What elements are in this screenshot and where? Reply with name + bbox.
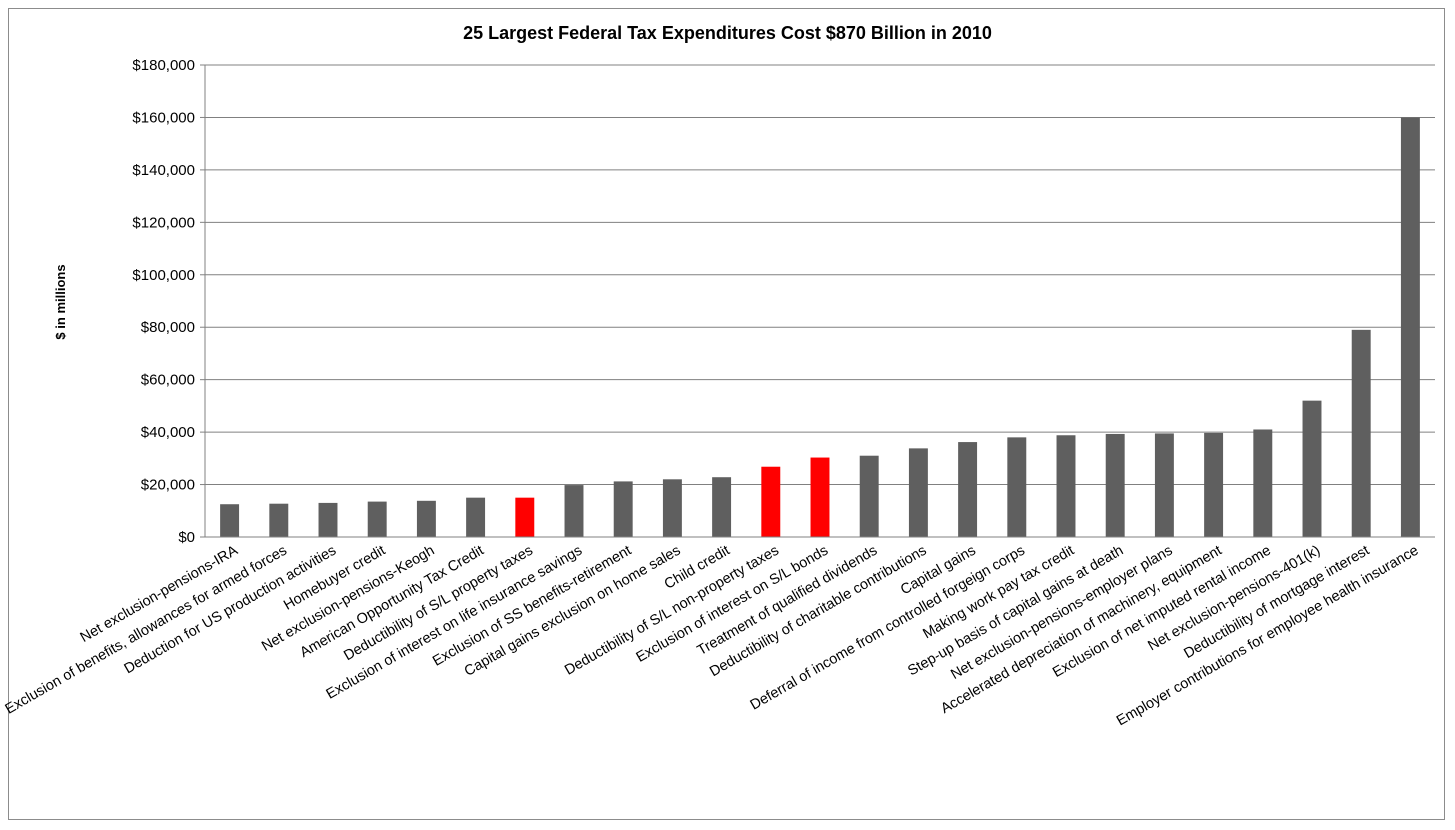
bar [662, 479, 682, 537]
bar [613, 481, 633, 537]
bar [269, 503, 289, 537]
bar [416, 500, 436, 537]
bar [1154, 433, 1174, 537]
bar [1105, 433, 1125, 537]
y-tick-label: $180,000 [132, 57, 195, 74]
bars [220, 117, 1420, 537]
y-tick-label: $80,000 [141, 319, 195, 336]
bar [367, 501, 387, 537]
y-tick-label: $60,000 [141, 372, 195, 389]
bar [1253, 429, 1273, 537]
y-tick-label: $0 [178, 529, 195, 546]
bar [1056, 435, 1076, 537]
y-tick-label: $20,000 [141, 477, 195, 494]
bar [908, 448, 928, 537]
bar [1351, 329, 1371, 537]
bar [318, 502, 338, 537]
y-tick-label: $140,000 [132, 162, 195, 179]
bar [515, 497, 535, 537]
bar [859, 455, 879, 537]
bar [564, 485, 584, 537]
axes [204, 65, 1435, 538]
bar [220, 504, 240, 537]
bar [466, 497, 486, 537]
bar [1007, 437, 1027, 537]
bar [712, 477, 732, 537]
chart-title: 25 Largest Federal Tax Expenditures Cost… [463, 23, 992, 43]
bar [761, 466, 781, 537]
bar [1302, 400, 1322, 537]
bar [1204, 432, 1224, 537]
bar [958, 442, 978, 537]
y-tick-label: $40,000 [141, 424, 195, 441]
y-axis-title: $ in millions [53, 264, 68, 339]
bar [810, 457, 830, 537]
x-tick-label: Exclusion of benefits, allowances for ar… [3, 543, 290, 718]
y-axis-ticks: $0 $20,000 $40,000 $60,000 $80,000 $100,000 $1… [132, 57, 205, 546]
bar [1400, 117, 1420, 537]
y-tick-label: $120,000 [132, 214, 195, 231]
gridlines [205, 64, 1435, 486]
y-tick-label: $100,000 [132, 267, 195, 284]
chart-frame [8, 8, 1445, 820]
y-tick-label: $160,000 [132, 109, 195, 126]
